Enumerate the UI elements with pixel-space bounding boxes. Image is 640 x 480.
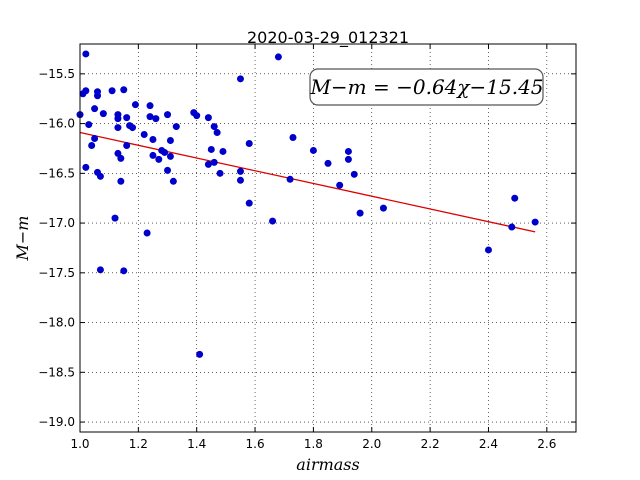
data-point [172, 123, 180, 131]
data-point [152, 115, 160, 123]
x-tick-label: 1.8 [304, 437, 323, 451]
annotation-box [309, 68, 544, 106]
plot-frame [79, 43, 577, 433]
data-point [114, 124, 122, 132]
x-tick-label: 1.0 [70, 437, 89, 451]
data-point [129, 124, 137, 132]
data-point [531, 218, 539, 226]
data-point [204, 160, 212, 168]
y-tick-label: −18.0 [38, 316, 75, 330]
y-tick-label: −18.5 [38, 365, 75, 379]
fit-annotation: M−m = −0.64χ−15.45 [309, 68, 544, 106]
data-point [286, 175, 294, 183]
data-point [85, 121, 93, 129]
data-point [274, 53, 282, 61]
y-tick-label: −16.5 [38, 166, 75, 180]
data-point [111, 214, 119, 222]
data-point [161, 148, 169, 156]
y-tick-label: −16.0 [38, 117, 75, 131]
data-point [204, 114, 212, 122]
data-point [114, 115, 122, 123]
data-point [143, 229, 151, 237]
data-point [117, 177, 125, 185]
data-point [164, 166, 172, 174]
data-point [88, 141, 96, 149]
data-point [484, 246, 492, 254]
data-point [99, 110, 107, 118]
data-point [207, 145, 215, 153]
y-tick-label: −17.0 [38, 216, 75, 230]
data-point [120, 267, 128, 275]
data-point [82, 50, 90, 58]
data-point [344, 155, 352, 163]
x-tick-label: 2.2 [421, 437, 440, 451]
y-tick-label: −15.5 [38, 67, 75, 81]
data-point [236, 75, 244, 83]
data-point [82, 163, 90, 171]
data-point [356, 209, 364, 217]
data-point [120, 86, 128, 94]
data-point [210, 158, 218, 166]
data-point [324, 159, 332, 167]
data-point [164, 111, 172, 119]
data-point [210, 123, 218, 131]
data-point [269, 217, 277, 225]
data-point [379, 204, 387, 212]
data-point [123, 114, 131, 122]
chart-title: 2020-03-29_012321 [247, 28, 409, 48]
data-point [309, 146, 317, 154]
data-point [155, 155, 163, 163]
data-point [82, 87, 90, 95]
data-point [336, 181, 344, 189]
data-point [213, 129, 221, 137]
fit-line-group [79, 131, 536, 233]
data-point [236, 176, 244, 184]
data-point [245, 139, 253, 147]
x-tick-label: 2.0 [362, 437, 381, 451]
data-point [146, 113, 154, 121]
x-tick-label: 1.6 [246, 437, 265, 451]
axis-ticks: 1.0 1.2 1.4 1.6 1.8 2.0 2.2 2.4 2.6 −15.5 −16.0 −16… [38, 44, 576, 451]
data-point [193, 112, 201, 120]
x-tick-label: 1.2 [129, 437, 148, 451]
data-point [123, 141, 131, 149]
y-tick-label: −19.0 [38, 415, 75, 429]
data-point [96, 172, 104, 180]
data-point [117, 154, 125, 162]
data-point [350, 170, 358, 178]
data-point [344, 147, 352, 155]
x-tick-label: 2.6 [537, 437, 556, 451]
data-point [140, 131, 148, 139]
data-point [245, 199, 253, 207]
data-point [236, 167, 244, 175]
data-point [96, 266, 104, 274]
data-points [76, 50, 539, 358]
data-point [289, 134, 297, 142]
data-point [511, 194, 519, 202]
data-point [91, 135, 99, 143]
data-point [196, 350, 204, 358]
x-tick-label: 1.4 [187, 437, 206, 451]
y-axis-label: M−m [13, 216, 32, 262]
x-tick-label: 2.4 [479, 437, 498, 451]
x-axis-label: airmass [296, 455, 359, 474]
data-point [166, 137, 174, 145]
data-point [219, 147, 227, 155]
data-point [108, 87, 116, 95]
data-point [216, 169, 224, 177]
data-point [91, 105, 99, 113]
fit-line [79, 131, 536, 233]
y-tick-label: −17.5 [38, 266, 75, 280]
data-point [131, 101, 139, 109]
data-point [166, 152, 174, 160]
data-point [94, 88, 102, 96]
data-point [508, 223, 516, 231]
data-point [169, 177, 177, 185]
annotation-text: M−m = −0.64χ−15.45 [309, 75, 543, 99]
data-point [149, 136, 157, 144]
data-point [149, 151, 157, 159]
data-point [146, 102, 154, 110]
